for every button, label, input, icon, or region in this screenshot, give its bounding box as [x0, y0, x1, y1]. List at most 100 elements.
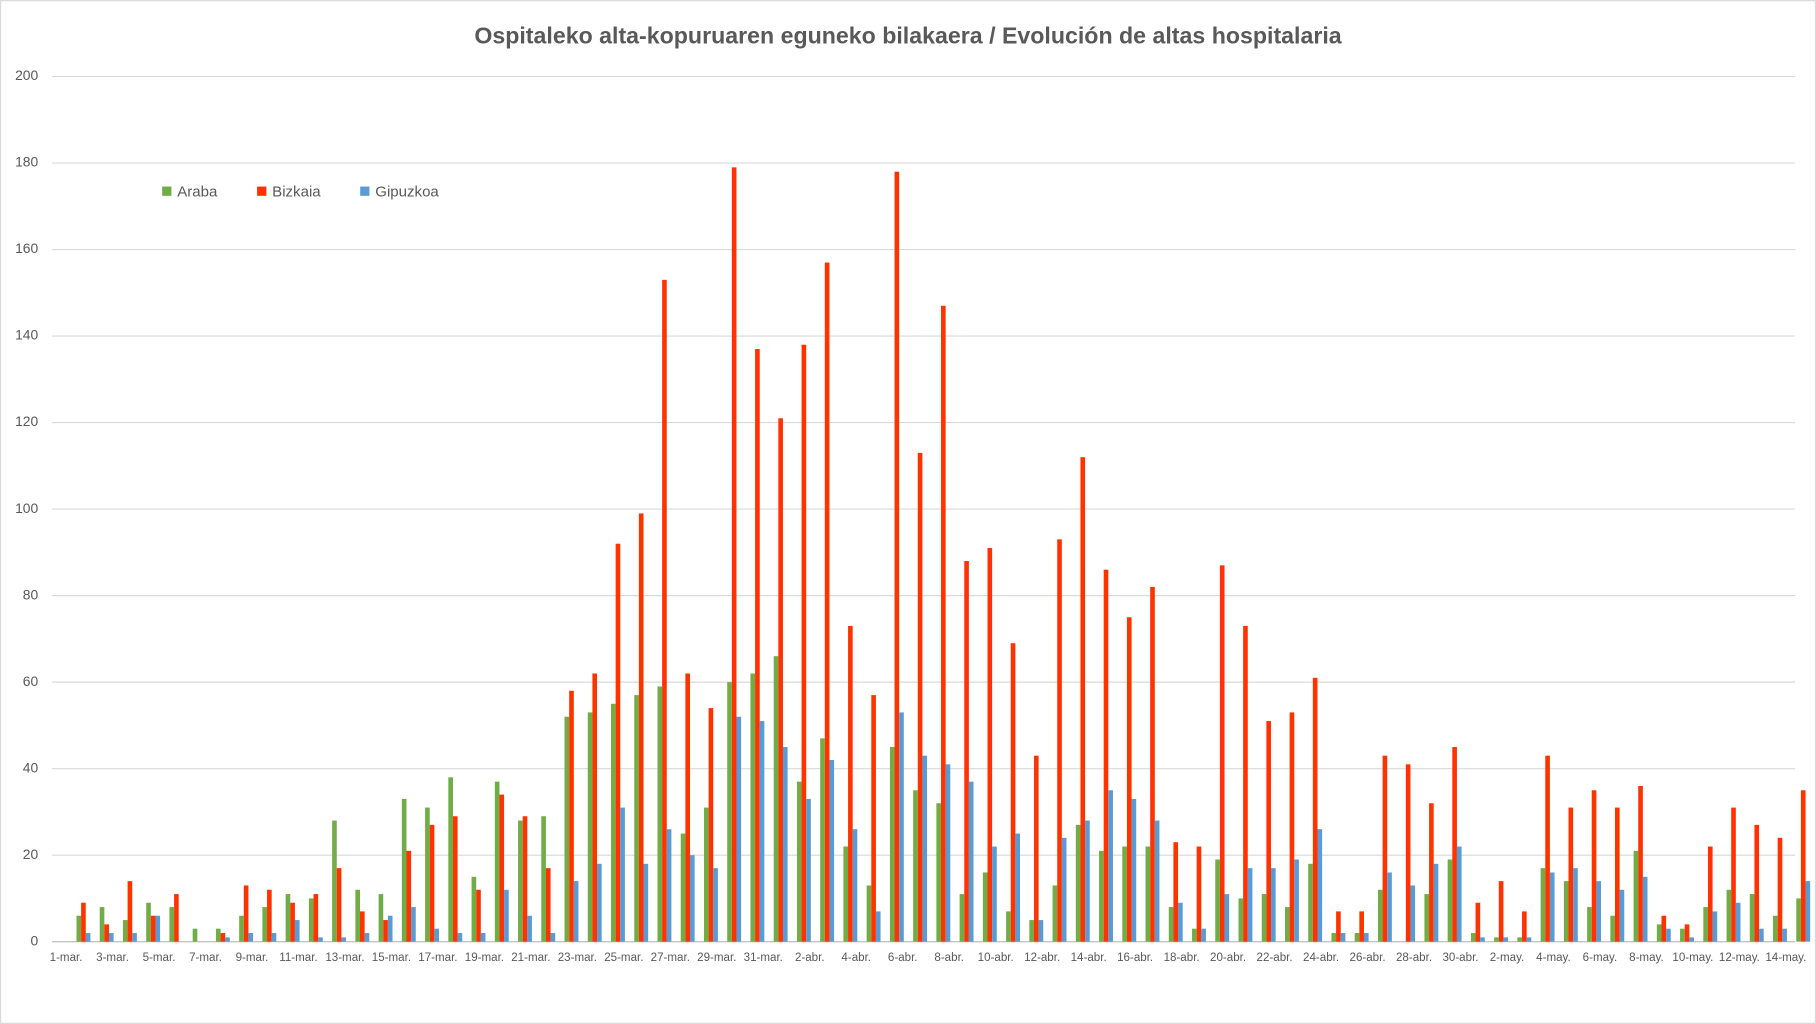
bar — [1735, 902, 1741, 942]
x-tick-label: 4-may. — [1536, 952, 1571, 964]
bar — [587, 712, 593, 942]
bar — [1317, 829, 1323, 942]
bar — [1145, 846, 1151, 942]
bar — [894, 171, 900, 942]
x-tick-label: 30-abr. — [1442, 952, 1478, 964]
bar — [1568, 807, 1574, 942]
bar — [1475, 902, 1481, 942]
bar — [108, 933, 114, 942]
bar — [518, 820, 523, 942]
x-tick-label: 9-mar. — [236, 952, 269, 964]
bar — [1661, 915, 1667, 942]
bar — [703, 807, 709, 942]
bar — [820, 738, 825, 942]
bar — [592, 673, 598, 942]
bar — [1294, 859, 1299, 942]
bar — [1382, 755, 1388, 942]
x-tick-label: 22-abr. — [1257, 952, 1293, 964]
bar — [1800, 790, 1806, 942]
bar — [1154, 820, 1160, 942]
bar — [448, 777, 453, 942]
bar — [192, 928, 198, 942]
bar — [545, 868, 551, 942]
bar — [922, 755, 928, 942]
bar — [1563, 881, 1569, 942]
bar — [1452, 747, 1457, 942]
bar — [132, 933, 137, 942]
bar — [1642, 876, 1648, 942]
x-tick-label: 14-abr. — [1071, 952, 1107, 964]
bar — [1707, 846, 1713, 942]
bar — [1456, 846, 1462, 942]
bar — [494, 781, 500, 942]
bar — [1591, 790, 1597, 942]
bar — [99, 907, 105, 942]
bar — [1749, 894, 1755, 942]
bar — [313, 894, 319, 942]
bar — [982, 872, 988, 942]
bar — [615, 543, 621, 942]
y-tick-label: 40 — [23, 759, 39, 775]
bar — [1363, 933, 1369, 942]
bar — [1494, 937, 1499, 942]
bar — [1126, 617, 1132, 942]
legend-label: Bizkaia — [272, 183, 321, 200]
bar — [174, 894, 179, 942]
bar — [1596, 881, 1602, 942]
bar — [992, 846, 997, 942]
bar — [1405, 764, 1411, 942]
bar — [662, 279, 667, 942]
x-tick-label: 25-mar. — [604, 952, 643, 964]
bar — [945, 764, 951, 942]
bar — [564, 716, 570, 942]
bar — [778, 418, 783, 942]
bar — [1266, 721, 1272, 942]
bar — [597, 863, 602, 942]
bar — [1410, 885, 1416, 942]
bar — [1387, 872, 1392, 942]
bar — [643, 863, 649, 942]
bar — [1080, 457, 1086, 942]
bar — [411, 907, 416, 942]
bar — [936, 803, 942, 942]
bar — [690, 855, 695, 942]
bar — [569, 690, 574, 942]
bar — [1108, 790, 1113, 942]
bar — [913, 790, 918, 942]
bar — [666, 829, 672, 942]
bar — [1773, 915, 1778, 942]
x-tick-label: 8-abr. — [934, 952, 964, 964]
bar — [852, 829, 858, 942]
bar — [1782, 928, 1787, 942]
bar — [1243, 625, 1248, 942]
bar — [1712, 911, 1718, 942]
bar — [267, 889, 272, 942]
bar — [364, 933, 370, 942]
bar — [796, 781, 802, 942]
legend-swatch — [257, 186, 267, 196]
x-tick-label: 4-abr. — [841, 952, 871, 964]
bar — [1354, 933, 1360, 942]
bar — [1526, 937, 1532, 942]
y-tick-label: 20 — [23, 846, 39, 862]
bar — [1224, 894, 1230, 942]
bar — [146, 902, 151, 942]
bar — [1549, 872, 1555, 942]
bar — [824, 262, 830, 942]
x-tick-label: 3-mar. — [96, 952, 129, 964]
bar — [1610, 915, 1615, 942]
bar — [1192, 928, 1197, 942]
bar — [150, 915, 156, 942]
bar — [271, 933, 277, 942]
bar — [685, 673, 691, 942]
bar — [262, 907, 268, 942]
x-tick-label: 7-mar. — [189, 952, 222, 964]
bar — [332, 820, 337, 942]
bar — [360, 911, 365, 942]
y-tick-label: 140 — [15, 327, 38, 343]
x-tick-label: 2-may. — [1490, 952, 1525, 964]
bar — [127, 881, 133, 942]
bar — [401, 798, 407, 942]
x-tick-label: 15-mar. — [372, 952, 411, 964]
